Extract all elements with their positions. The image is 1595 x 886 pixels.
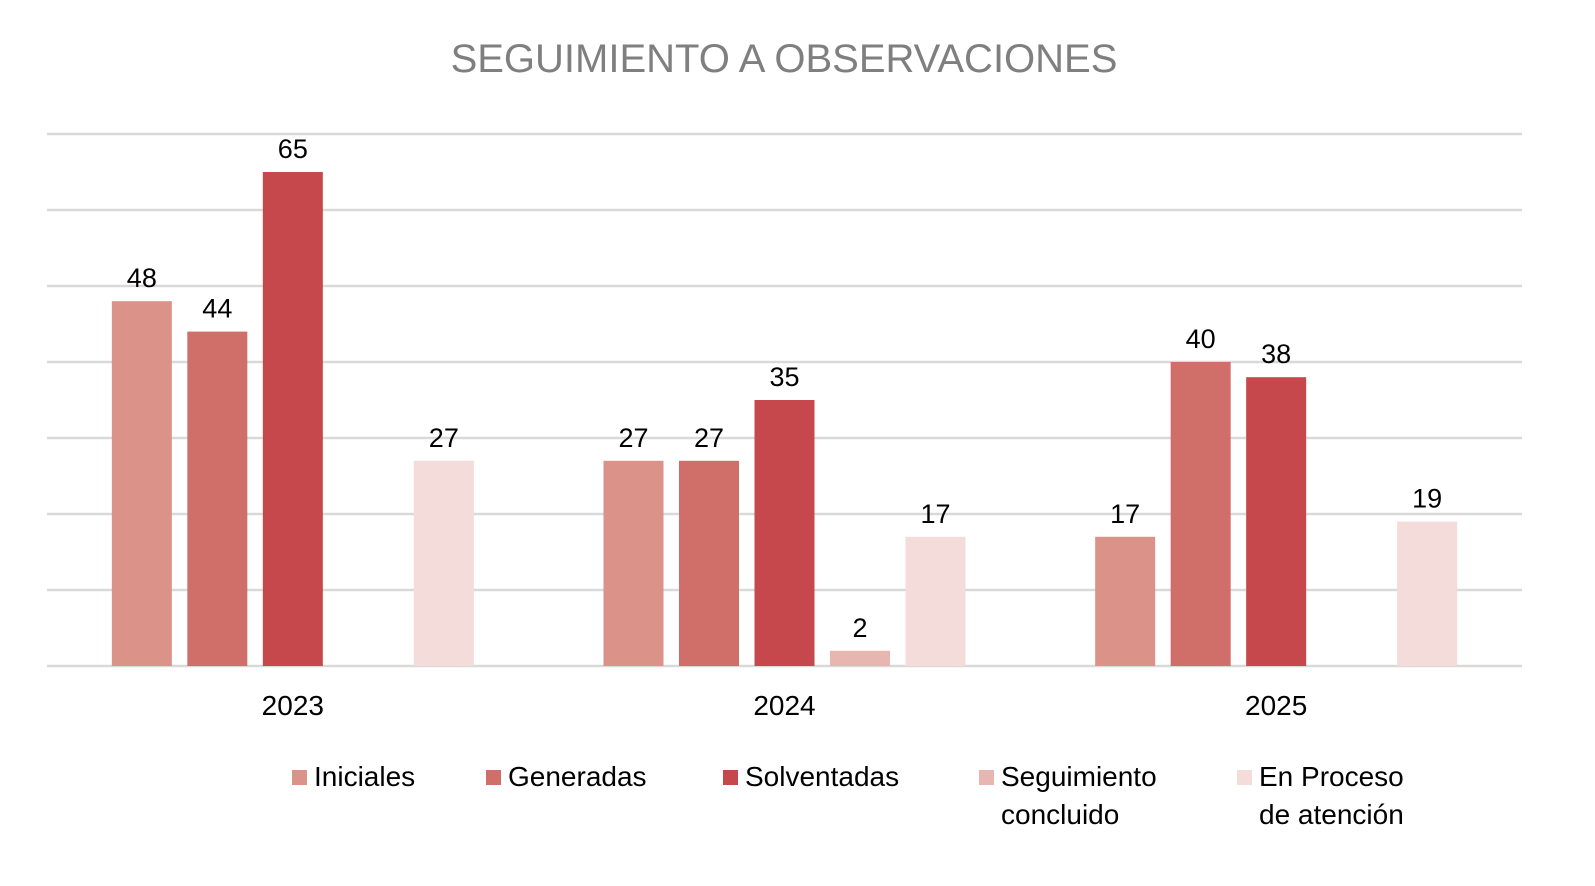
bar-solventadas-2023 — [262, 172, 323, 666]
data-label: 27 — [618, 423, 648, 453]
bar-en-proceso-de-atención-2023 — [413, 460, 474, 666]
x-axis-ticks: 2023 2024 2025 — [262, 690, 1308, 721]
legend-label: En Proceso de atención — [1259, 761, 1404, 830]
bar-generadas-2023 — [187, 331, 248, 666]
data-label: 35 — [769, 362, 799, 392]
legend-item-generadas[interactable]: Generadas — [486, 758, 647, 796]
legend-item-solventadas[interactable]: Solventadas — [723, 758, 899, 796]
bar-iniciales-2023 — [111, 301, 172, 666]
bar-iniciales-2025 — [1095, 536, 1156, 666]
data-label: 44 — [202, 294, 232, 324]
x-tick-label: 2023 — [262, 690, 324, 721]
legend: Iniciales Generadas Solventadas Seguimie… — [0, 758, 1595, 848]
bars — [111, 172, 1458, 666]
bar-en-proceso-de-atención-2025 — [1397, 521, 1458, 666]
bar-generadas-2025 — [1170, 362, 1231, 666]
bar-generadas-2024 — [679, 460, 739, 666]
data-label: 40 — [1186, 324, 1216, 354]
legend-item-en-proceso[interactable]: En Proceso de atención — [1237, 758, 1404, 834]
bar-iniciales-2024 — [603, 460, 664, 666]
legend-item-iniciales[interactable]: Iniciales — [292, 758, 415, 796]
x-tick-label: 2024 — [753, 690, 815, 721]
legend-swatch-solventadas — [723, 770, 738, 785]
x-tick-label: 2025 — [1245, 690, 1307, 721]
bar-seguimiento-concluido-2024 — [830, 650, 890, 666]
chart-title: SEGUIMIENTO A OBSERVACIONES — [451, 37, 1118, 81]
bar-en-proceso-de-atención-2024 — [905, 536, 966, 666]
legend-label: Seguimiento concluido — [1001, 761, 1157, 830]
legend-swatch-iniciales — [292, 770, 307, 785]
data-label: 48 — [127, 263, 157, 293]
data-label: 27 — [429, 423, 459, 453]
data-label: 27 — [694, 423, 724, 453]
data-label: 2 — [852, 613, 867, 643]
legend-swatch-en-proceso — [1237, 770, 1252, 785]
legend-label: Solventadas — [745, 761, 900, 792]
data-label: 17 — [1110, 499, 1140, 529]
legend-swatch-generadas — [486, 770, 501, 785]
bar-solventadas-2025 — [1246, 377, 1307, 666]
data-label: 17 — [920, 499, 950, 529]
data-label: 19 — [1412, 484, 1442, 514]
legend-swatch-seguimiento-concluido — [979, 770, 994, 785]
data-label: 65 — [278, 134, 308, 164]
legend-item-seguimiento-concluido[interactable]: Seguimiento concluido — [979, 758, 1157, 834]
legend-label: Iniciales — [314, 761, 416, 792]
data-labels: 48 44 65 27 27 27 35 2 17 17 40 38 19 — [127, 134, 1442, 643]
bar-solventadas-2024 — [754, 400, 815, 666]
data-label: 38 — [1261, 339, 1291, 369]
legend-label: Generadas — [508, 761, 647, 792]
